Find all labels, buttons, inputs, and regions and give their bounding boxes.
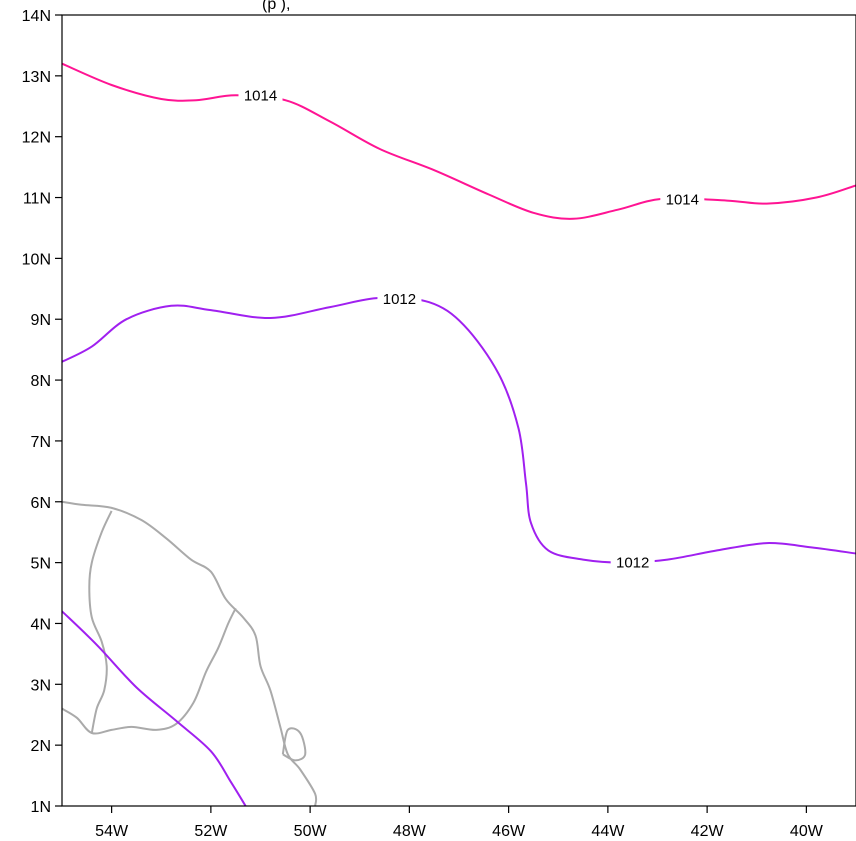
y-tick-label: 4N bbox=[31, 616, 51, 633]
y-tick-label: 11N bbox=[23, 191, 51, 208]
contour-label-layer: 1014 1014 1012 1012 bbox=[238, 86, 705, 572]
contour-label: 1014 bbox=[666, 191, 699, 208]
map-frame bbox=[61, 14, 856, 807]
contour-line bbox=[62, 62, 856, 220]
contour-label-bg bbox=[377, 290, 422, 309]
y-tick-label: 9N bbox=[31, 312, 51, 329]
y-tick-label: 6N bbox=[31, 495, 51, 512]
x-tick-label: 46W bbox=[492, 823, 526, 840]
y-tick-label: 10N bbox=[22, 251, 51, 268]
y-tick-label: 12N bbox=[22, 130, 51, 147]
coastline-segment bbox=[62, 500, 318, 806]
contour-line bbox=[62, 610, 247, 806]
x-tick-label: 40W bbox=[790, 823, 824, 840]
contour-layer bbox=[62, 62, 856, 806]
contour-label-bg bbox=[238, 86, 283, 105]
x-axis-ticks: 54W 52W 50W 48W 46W 44W 42W 40W bbox=[95, 806, 824, 840]
map-title-fragment: (p ), bbox=[262, 0, 290, 13]
coastline-segment bbox=[62, 607, 237, 735]
x-tick-label: 50W bbox=[294, 823, 328, 840]
contour-label-bg bbox=[610, 553, 655, 572]
contour-label-bg bbox=[660, 190, 705, 209]
contour-label: 1012 bbox=[616, 555, 649, 572]
coastline-segment bbox=[88, 510, 113, 734]
y-tick-label: 5N bbox=[31, 556, 51, 573]
contour-line bbox=[62, 296, 856, 564]
y-tick-label: 8N bbox=[31, 373, 51, 390]
coastline-segment bbox=[281, 727, 307, 762]
coastline-layer bbox=[62, 500, 318, 806]
y-axis-ticks: 1N 2N 3N 4N 5N 6N 7N 8N 9N 10N 11N 12N 13N 14N bbox=[22, 8, 62, 816]
y-tick-label: 2N bbox=[31, 738, 51, 755]
x-tick-label: 48W bbox=[393, 823, 427, 840]
x-tick-label: 52W bbox=[194, 823, 228, 840]
x-tick-label: 54W bbox=[95, 823, 129, 840]
x-tick-label: 44W bbox=[591, 823, 625, 840]
y-tick-label: 3N bbox=[31, 677, 51, 694]
contour-label: 1014 bbox=[244, 87, 277, 104]
contour-label: 1012 bbox=[383, 291, 416, 308]
y-tick-label: 13N bbox=[22, 69, 51, 86]
y-tick-label: 14N bbox=[22, 8, 51, 25]
y-tick-label: 1N bbox=[31, 799, 51, 816]
x-tick-label: 42W bbox=[691, 823, 725, 840]
y-tick-label: 7N bbox=[31, 434, 51, 451]
